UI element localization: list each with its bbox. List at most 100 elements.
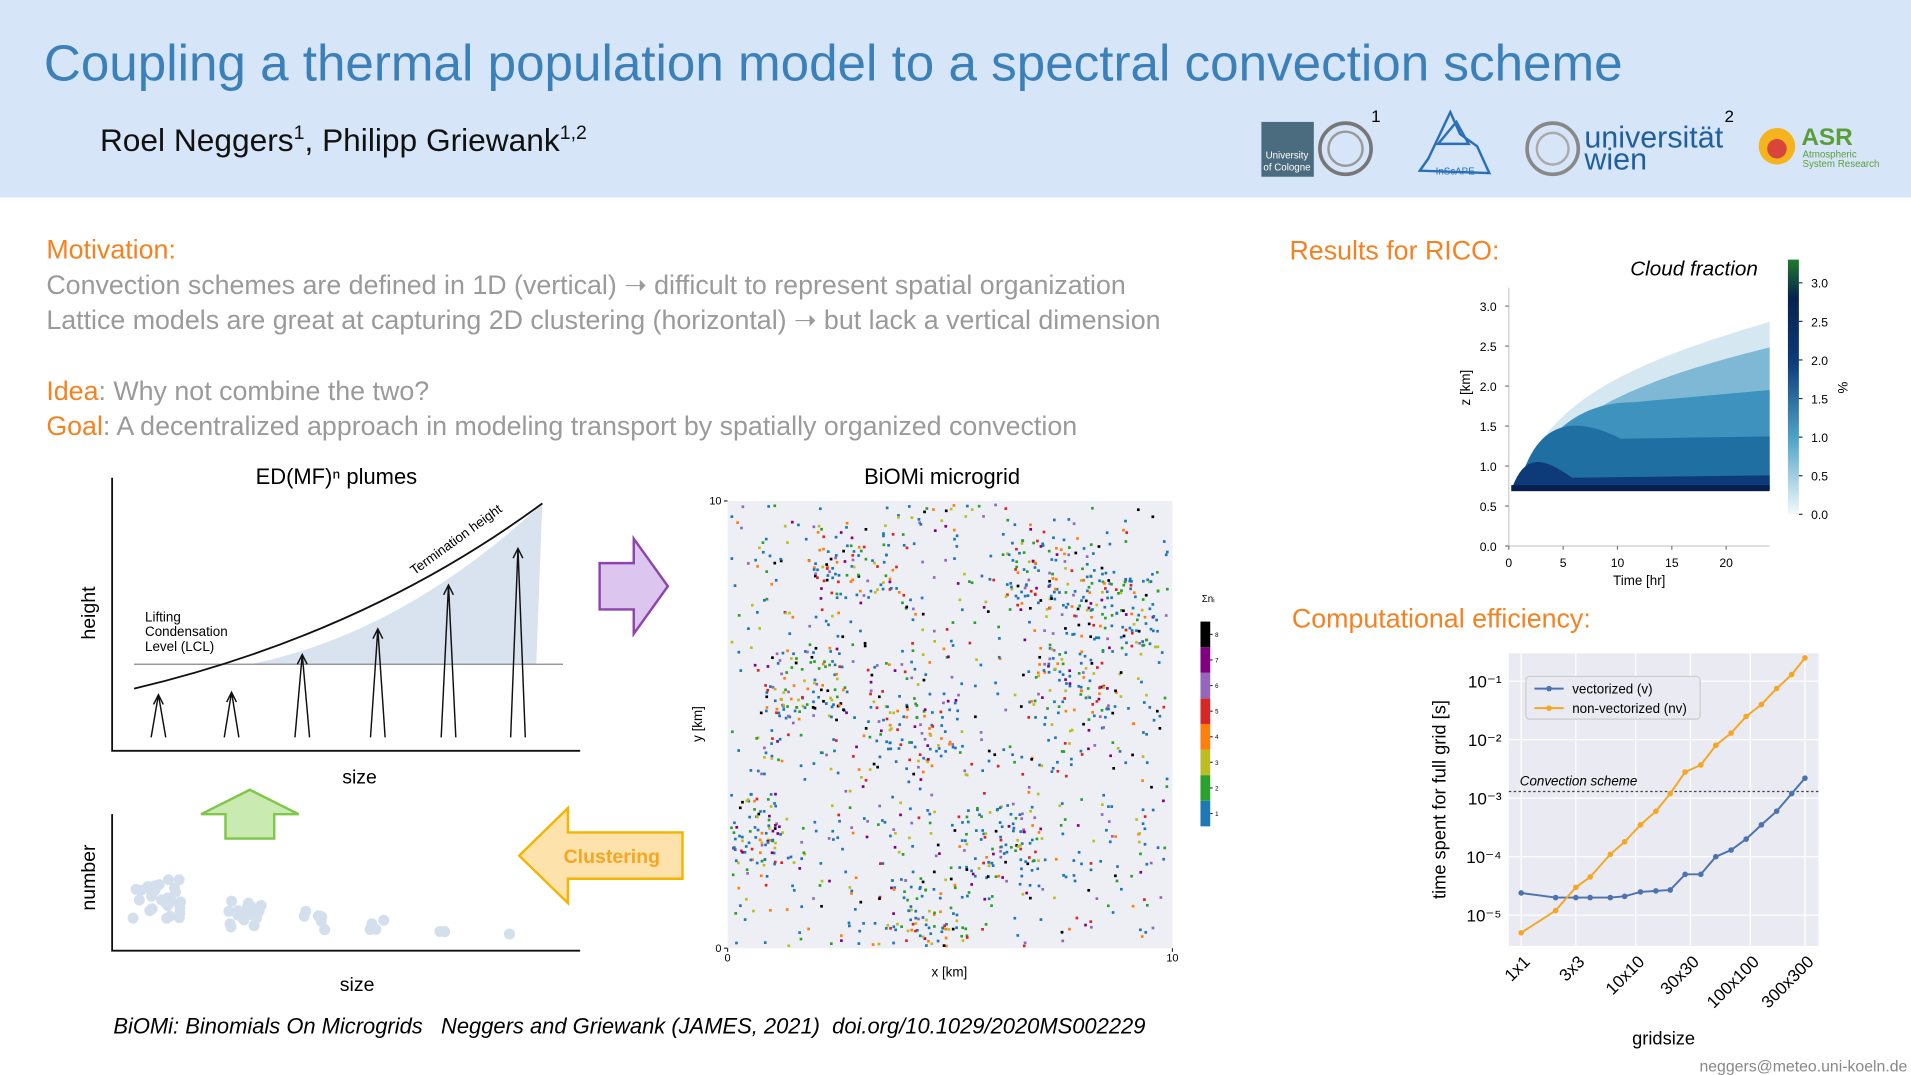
grid-cell (1051, 766, 1055, 770)
grid-cell (785, 671, 789, 674)
goal-text: : A decentralized approach in modeling t… (103, 411, 1077, 441)
y-tick-label: 10⁻¹ (1468, 672, 1502, 691)
grid-cell (1085, 555, 1089, 558)
grid-cell (876, 565, 879, 568)
grid-cell (770, 582, 774, 586)
grid-cell (784, 716, 788, 720)
grid-cell (852, 565, 856, 569)
grid-cell (915, 897, 919, 900)
grid-cell (758, 838, 762, 842)
grid-cell (1064, 651, 1068, 655)
grid-cell (851, 578, 855, 582)
grid-cell (773, 862, 776, 866)
grid-cell (1141, 808, 1145, 812)
grid-cell (920, 596, 924, 600)
grid-cell (773, 504, 777, 508)
grid-cell (1060, 658, 1064, 661)
grid-cell (1114, 689, 1117, 693)
grid-cell (813, 706, 817, 710)
x-tick-label: 15 (1665, 556, 1679, 570)
grid-cell (998, 806, 1002, 810)
grid-cell (910, 928, 914, 932)
grid-cell (1060, 802, 1064, 805)
grid-cell (1151, 572, 1154, 576)
grid-cell (1079, 685, 1083, 689)
grid-cell (986, 875, 990, 878)
grid-cell (1129, 583, 1133, 587)
section-heading: Computational efficiency: (1292, 604, 1591, 634)
grid-cell (1033, 629, 1037, 632)
grid-cell (968, 580, 971, 583)
grid-cell (745, 868, 749, 872)
grid-cell (1110, 582, 1113, 586)
grid-cell (1131, 904, 1135, 908)
data-point (1743, 713, 1749, 720)
grid-cell (1086, 687, 1090, 690)
grid-cell (836, 771, 840, 775)
grid-cell (1053, 518, 1056, 522)
grid-cell (1078, 652, 1082, 656)
grid-cell (801, 695, 804, 699)
grid-cell (1004, 595, 1008, 598)
grid-cell (833, 663, 837, 667)
grid-cell (845, 690, 849, 694)
data-point (1552, 907, 1559, 914)
grid-cell (870, 673, 874, 677)
grid-cell (1014, 568, 1017, 571)
grid-cell (891, 568, 895, 572)
grid-cell (755, 737, 759, 740)
grid-cell (1124, 519, 1127, 523)
grid-cell (918, 753, 922, 757)
grid-cell (778, 737, 782, 741)
grid-cell (1016, 571, 1020, 575)
grid-cell (933, 925, 936, 928)
grid-cell (1136, 677, 1140, 680)
grid-cell (765, 874, 769, 878)
grid-cell (910, 821, 914, 825)
grid-cell (1098, 692, 1101, 696)
grid-cell (792, 684, 796, 687)
grid-cell (921, 560, 924, 564)
grid-cell (951, 743, 955, 746)
grid-cell (1044, 716, 1047, 719)
grid-cell (745, 897, 748, 901)
logo-text: wien (1583, 142, 1647, 176)
grid-cell (851, 831, 855, 835)
grid-cell (1055, 547, 1058, 550)
grid-cell (939, 710, 943, 714)
grid-cell (770, 754, 774, 758)
grid-cell (963, 769, 967, 773)
grid-cell (1051, 657, 1055, 660)
grid-cell (927, 939, 930, 943)
grid-cell (956, 709, 960, 713)
grid-cell (790, 666, 794, 669)
grid-cell (1002, 852, 1006, 855)
grid-cell (1048, 579, 1051, 583)
grid-cell (1046, 707, 1049, 710)
grid-cell (889, 747, 893, 751)
grid-cell (1035, 837, 1039, 841)
idea-label: Idea (46, 376, 98, 406)
data-point (1573, 894, 1579, 901)
grid-cell (731, 730, 734, 734)
grid-cell (819, 688, 823, 692)
grid-cell (1151, 926, 1155, 930)
grid-cell (774, 841, 777, 845)
grid-cell (1016, 845, 1020, 848)
grid-cell (890, 727, 893, 730)
grid-cell (1103, 605, 1107, 609)
grid-cell (782, 708, 786, 711)
grid-cell (1102, 686, 1106, 689)
grid-cell (860, 776, 863, 779)
grid-cell (1065, 631, 1069, 635)
grid-cell (813, 820, 817, 824)
grid-cell (1151, 603, 1155, 606)
grid-cell (812, 690, 815, 694)
grid-cell (1118, 672, 1122, 676)
grid-cell (1019, 847, 1023, 851)
grid-cell (974, 684, 977, 688)
grid-cell (867, 720, 870, 723)
colorbar-segment (1200, 723, 1211, 750)
grid-cell (770, 742, 773, 745)
grid-cell (1148, 607, 1152, 611)
